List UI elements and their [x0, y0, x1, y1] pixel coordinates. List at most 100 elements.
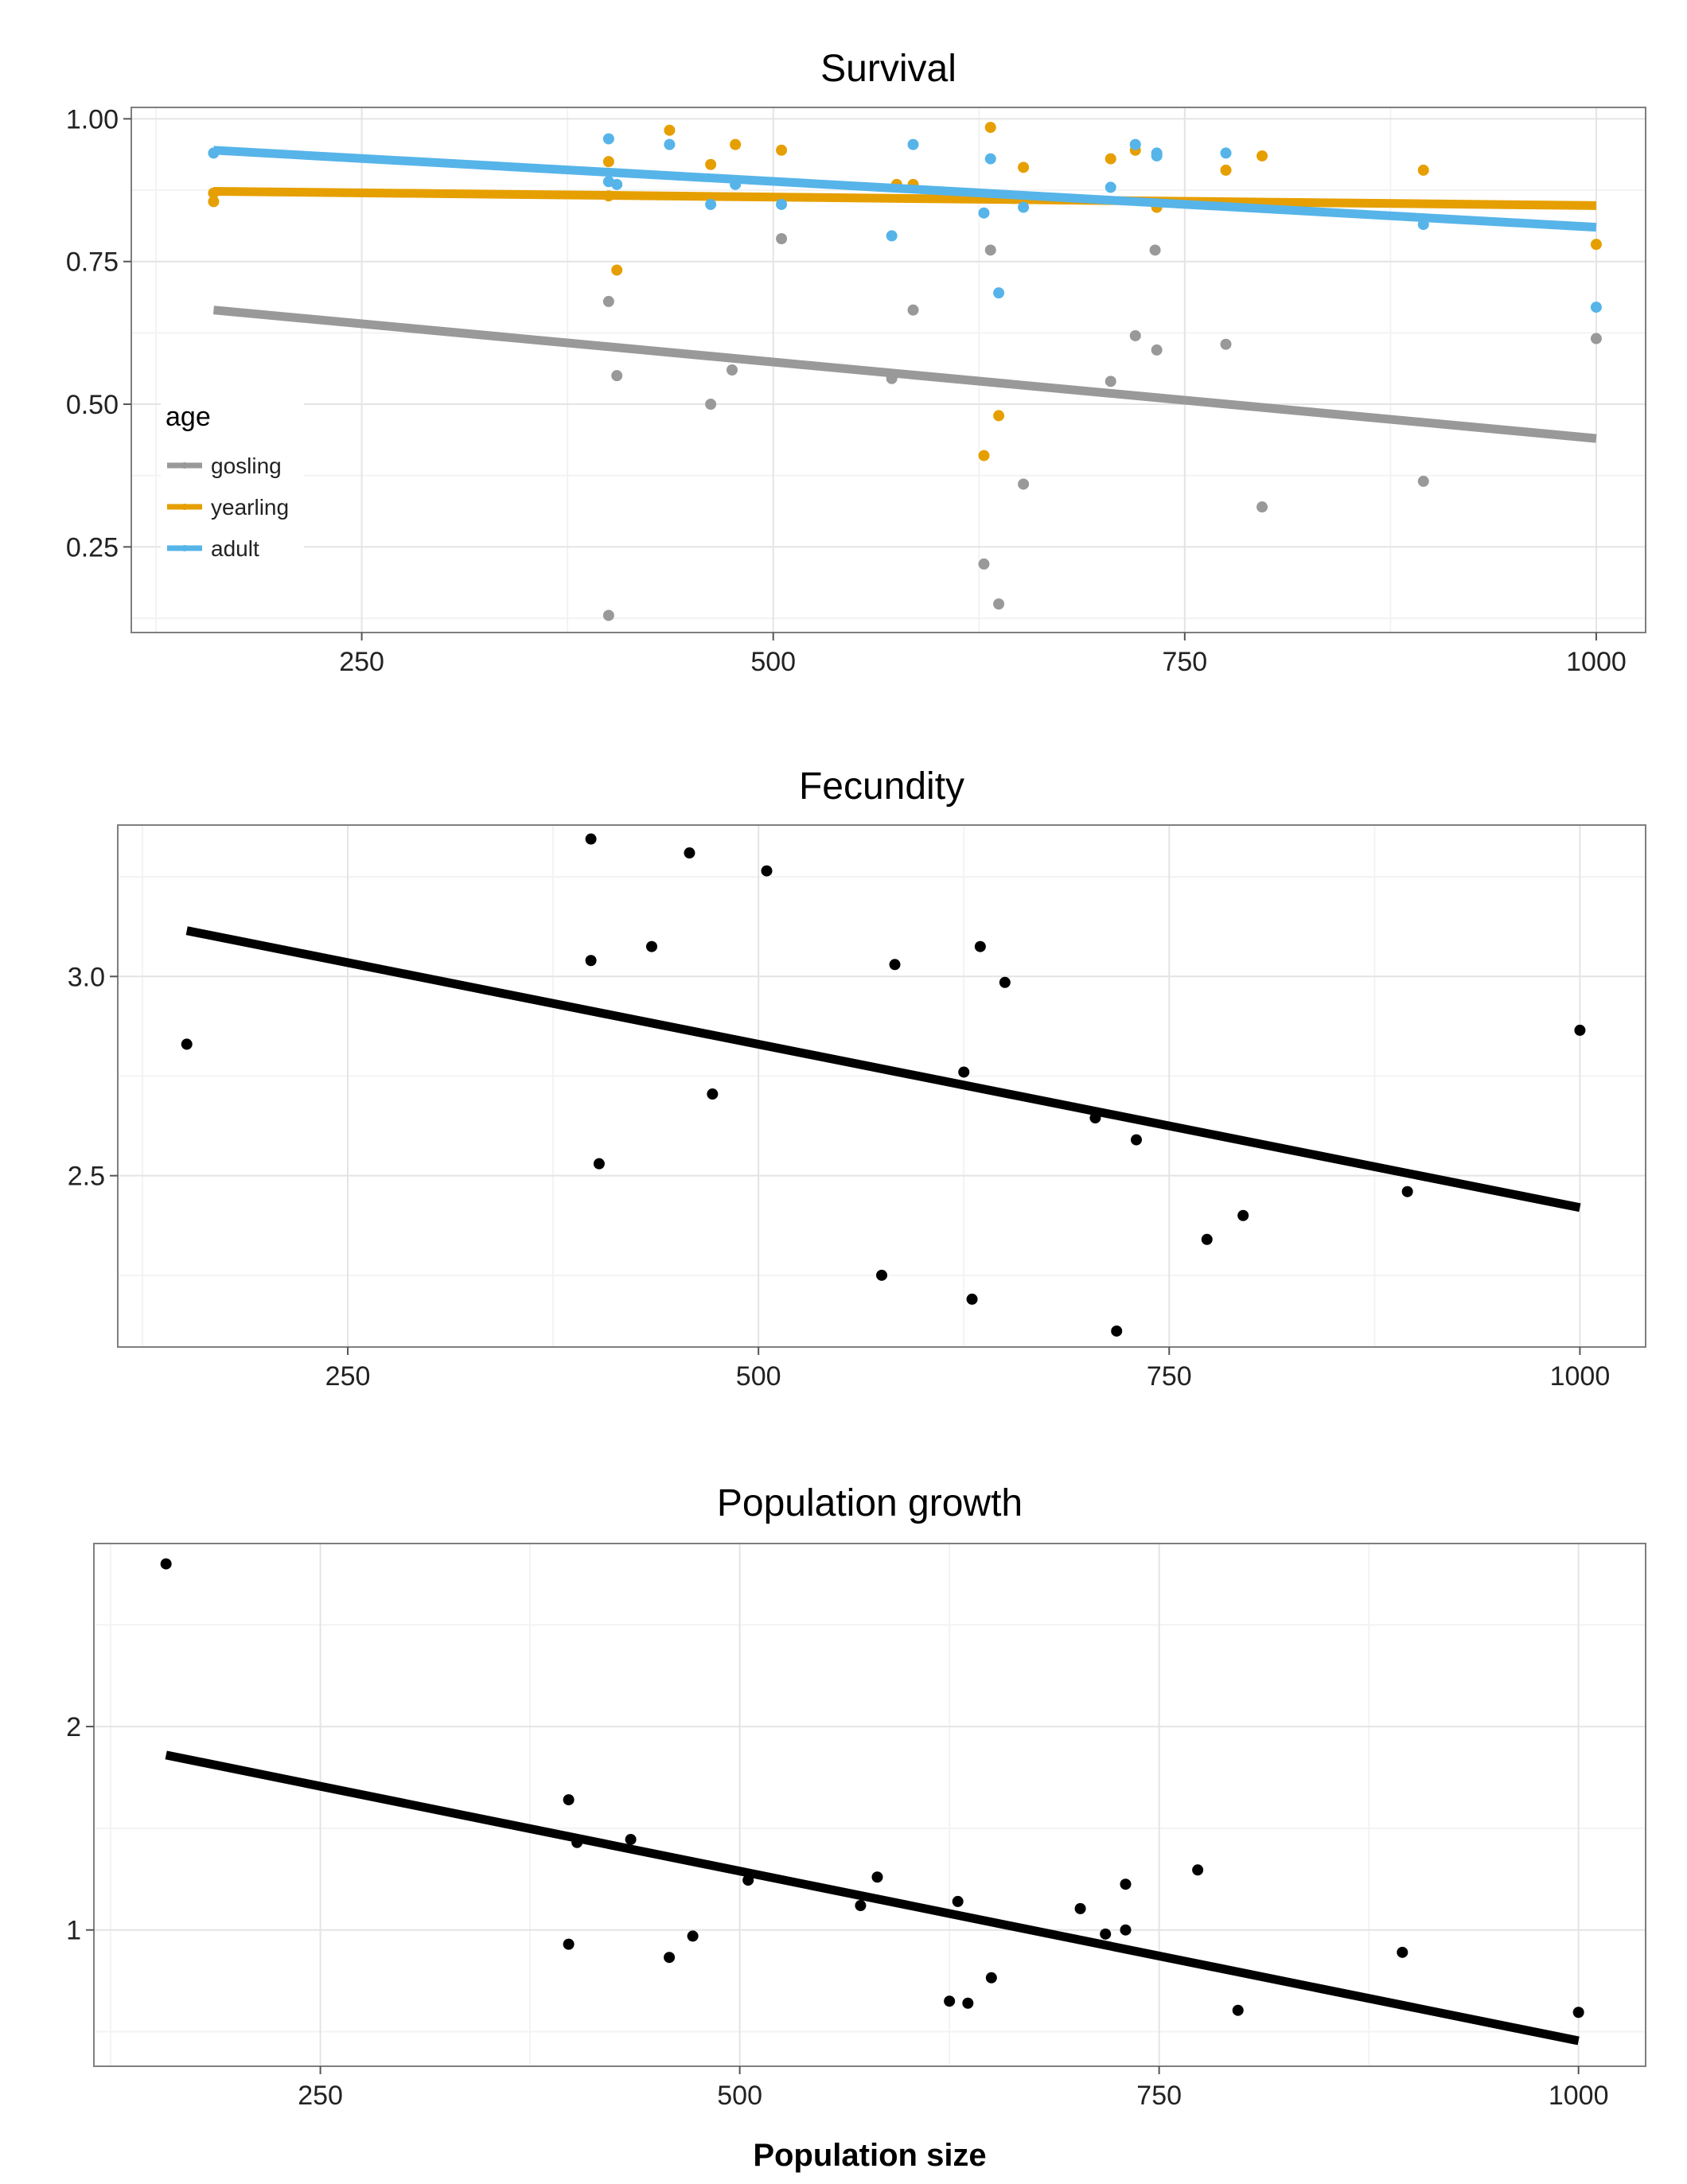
data-point [602, 156, 614, 168]
trend-line [165, 1750, 1580, 2046]
plot-background [94, 1544, 1646, 2066]
data-point [907, 138, 919, 150]
data-point [602, 609, 614, 621]
data-point [1220, 164, 1232, 176]
data-point [1256, 501, 1268, 513]
series-gosling [212, 233, 1602, 621]
data-point [1018, 478, 1030, 490]
data-point [645, 940, 657, 952]
x-tick-label: 1000 [1566, 647, 1627, 677]
data-point [563, 1794, 575, 1806]
x-tick-label: 1000 [1550, 1361, 1611, 1392]
data-point [664, 1952, 676, 1964]
series-adult [208, 133, 1602, 313]
data-point [776, 233, 788, 244]
data-point [1149, 244, 1161, 256]
data-point [978, 207, 990, 219]
x-axis-label: Population size [753, 2138, 986, 2173]
data-point [705, 158, 717, 170]
data-point [1129, 138, 1141, 150]
data-point [181, 1038, 193, 1050]
data-point [160, 1558, 172, 1570]
data-point [571, 1836, 583, 1848]
x-tick-label: 250 [298, 2081, 343, 2111]
data-point [871, 1871, 883, 1883]
plot-background [118, 825, 1646, 1347]
data-point [585, 833, 597, 845]
data-point [707, 1088, 719, 1100]
y-tick-label: 0.50 [66, 390, 119, 420]
data-point [985, 1972, 997, 1984]
data-point [611, 370, 623, 382]
data-point [761, 865, 773, 877]
data-point [705, 399, 717, 411]
chart-title: Population growth [717, 1482, 1023, 1524]
data-point [726, 364, 738, 376]
data-point [886, 230, 898, 242]
data-point [944, 1995, 956, 2007]
data-point [978, 450, 990, 461]
y-tick-label: 0.25 [66, 532, 119, 563]
trend-line [212, 306, 1597, 443]
data-point [1220, 338, 1232, 350]
data-point [993, 287, 1005, 299]
data-point [602, 295, 614, 307]
x-tick-label: 750 [1162, 647, 1207, 677]
data-point [664, 124, 676, 136]
y-tick-label: 1.00 [66, 104, 119, 134]
data-point [208, 147, 220, 159]
data-point [1151, 150, 1163, 162]
data-point [855, 1900, 867, 1912]
data-point [1574, 1024, 1586, 1036]
data-point [993, 598, 1005, 610]
data-point [993, 410, 1005, 422]
data-point [1256, 150, 1268, 162]
data-point [1417, 219, 1429, 231]
y-tick-label: 2 [66, 1712, 81, 1742]
data-point [1105, 181, 1116, 193]
data-point [1401, 1185, 1413, 1197]
data-point [1192, 1864, 1204, 1876]
y-tick-label: 0.75 [66, 247, 119, 278]
x-tick-label: 500 [736, 1361, 781, 1392]
data-point [978, 558, 990, 570]
data-point [952, 1895, 964, 1907]
data-point [776, 144, 788, 156]
data-point [1151, 344, 1163, 356]
chart-title: Fecundity [799, 765, 964, 808]
plot-border [131, 107, 1646, 633]
legend-key-point [181, 504, 188, 510]
data-point [687, 1930, 699, 1942]
data-point [1220, 147, 1232, 159]
data-point [776, 198, 788, 210]
data-point [1417, 164, 1429, 176]
data-point [1105, 376, 1116, 387]
data-point [705, 198, 717, 210]
trend-line [213, 186, 1597, 210]
x-tick-label: 250 [325, 1361, 371, 1392]
x-tick-label: 750 [1136, 2081, 1182, 2111]
data-point [1111, 1325, 1123, 1337]
data-point [876, 1269, 887, 1281]
data-point [1129, 329, 1141, 341]
data-point [1105, 153, 1116, 165]
data-point [602, 133, 614, 145]
data-point [984, 122, 996, 134]
data-point [958, 1066, 970, 1078]
data-point [1100, 1928, 1112, 1940]
chart-title: Survival [820, 48, 956, 90]
data-point [1397, 1946, 1408, 1958]
data-point [742, 1875, 754, 1886]
chart-panel-2: Fecundity 250 500 750 1000 2.5 3.0 [68, 765, 1646, 1392]
data-point [730, 138, 742, 150]
series-series-1 [181, 833, 1586, 1337]
data-point [563, 1938, 575, 1950]
data-point [984, 153, 996, 165]
data-point [999, 976, 1011, 988]
data-point [1089, 1112, 1101, 1124]
data-point [1417, 475, 1429, 487]
data-point [984, 244, 996, 256]
data-point [1572, 2007, 1584, 2019]
legend-key-point [181, 462, 188, 469]
